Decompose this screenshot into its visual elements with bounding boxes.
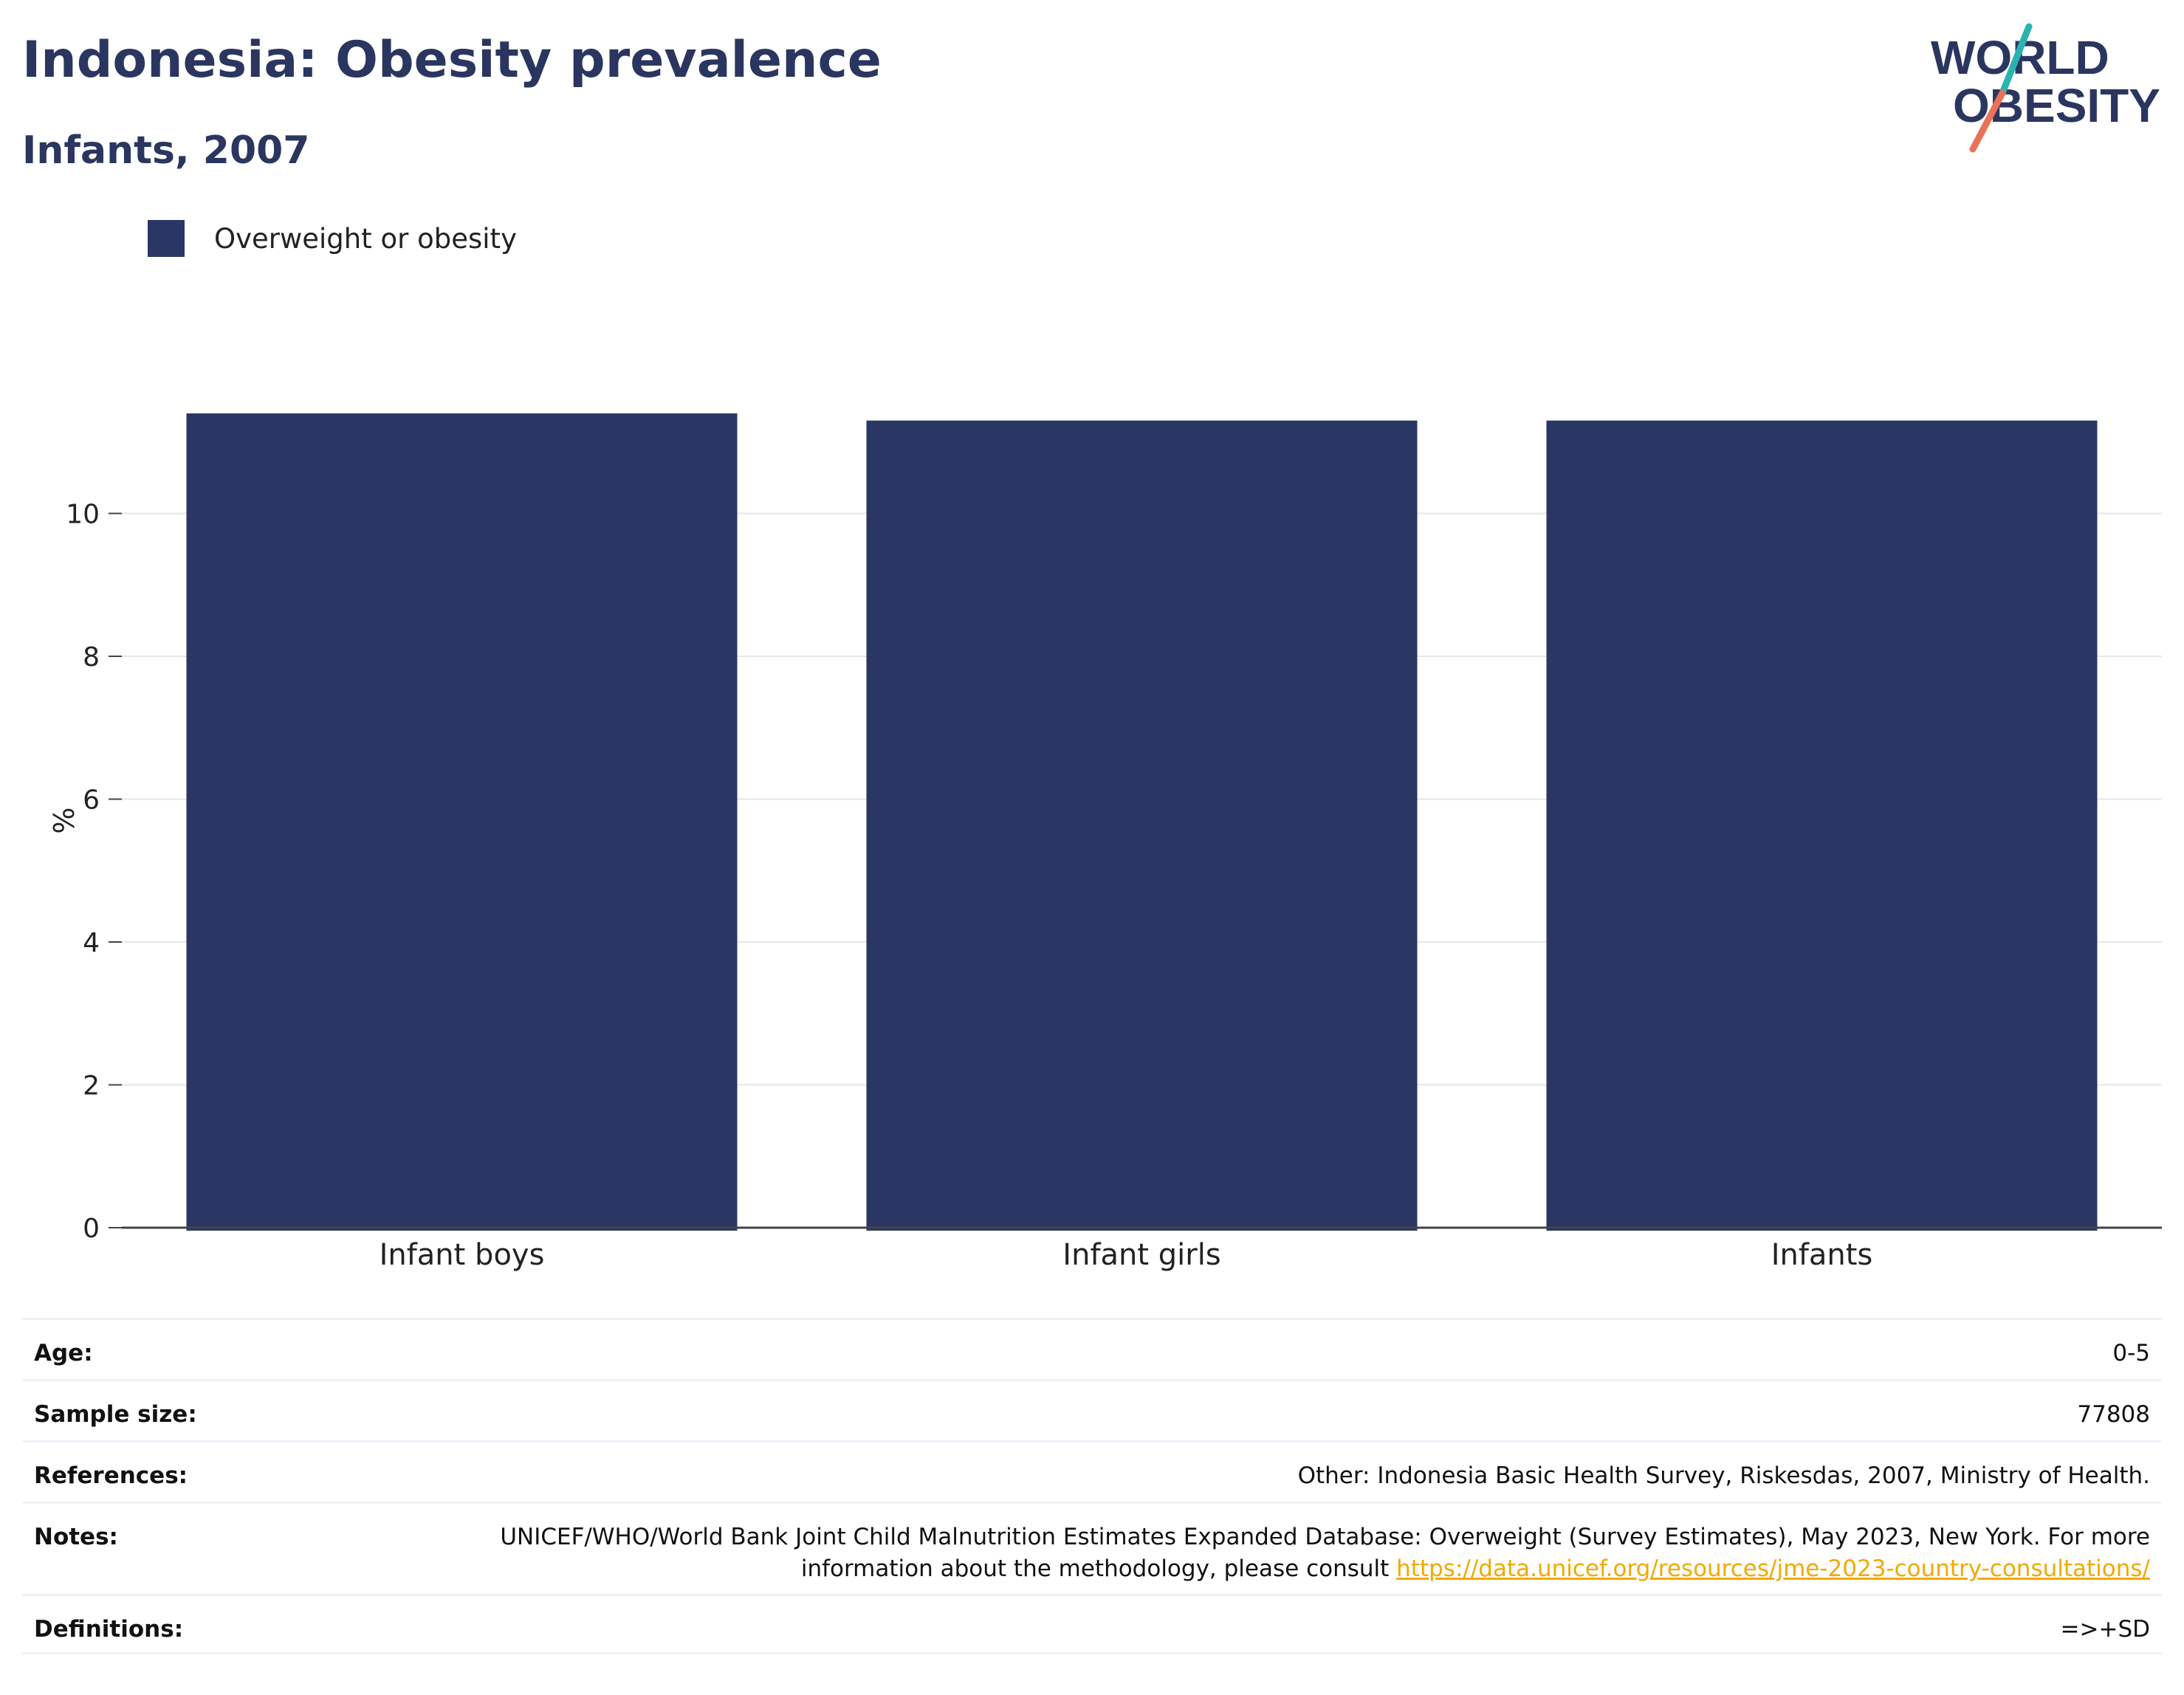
meta-row-notes: Notes: UNICEF/WHO/World Bank Joint Child… <box>22 1502 2162 1594</box>
references-label: References: <box>34 1462 188 1489</box>
y-tick-label: 8 <box>83 642 100 673</box>
references-value: Other: Indonesia Basic Health Survey, Ri… <box>1297 1462 2150 1489</box>
notes-label: Notes: <box>34 1524 118 1550</box>
sample-size-value: 77808 <box>2077 1401 2150 1428</box>
metadata-table: Age: 0-5 Sample size: 77808 References: … <box>22 1318 2162 1654</box>
y-tick-label: 2 <box>83 1070 100 1101</box>
notes-value: UNICEF/WHO/World Bank Joint Child Malnut… <box>489 1522 2150 1585</box>
y-axis-label: % <box>47 807 79 833</box>
logo-slash-teal <box>1999 23 2033 97</box>
x-tick-label: Infant boys <box>380 1238 545 1272</box>
bar-infant-boys <box>186 413 738 1231</box>
y-tick-label: 6 <box>83 785 100 815</box>
x-tick-label: Infants <box>1771 1238 1873 1272</box>
axes: 0 2 4 6 8 10 Infant boys Infant girls Infants <box>66 499 2162 1272</box>
meta-row-definitions: Definitions: =>+SD <box>22 1594 2162 1654</box>
definitions-label: Definitions: <box>34 1616 184 1643</box>
definitions-value: =>+SD <box>2060 1616 2150 1643</box>
age-value: 0-5 <box>2112 1340 2150 1366</box>
sample-size-label: Sample size: <box>34 1401 197 1428</box>
legend-swatch <box>148 220 185 257</box>
meta-row-age: Age: 0-5 <box>22 1318 2162 1379</box>
world-obesity-logo: WORLD OBESITY <box>1931 23 2160 153</box>
logo-slash-coral <box>1969 89 2006 153</box>
x-tick-label: Infant girls <box>1062 1238 1220 1272</box>
bar-chart: 0 2 4 6 8 10 Infant boys Infant girls Infants % <box>47 413 2162 1272</box>
y-tick-label: 0 <box>83 1214 100 1244</box>
meta-row-sample-size: Sample size: 77808 <box>22 1379 2162 1440</box>
legend-label: Overweight or obesity <box>214 222 517 255</box>
meta-row-references: References: Other: Indonesia Basic Healt… <box>22 1440 2162 1502</box>
chart-legend: Overweight or obesity <box>148 220 517 257</box>
notes-link[interactable]: https://data.unicef.org/resources/jme-20… <box>1396 1555 2150 1582</box>
page-subtitle: Infants, 2007 <box>22 128 310 173</box>
page-title: Indonesia: Obesity prevalence <box>22 31 882 89</box>
bar-infants <box>1546 420 2098 1231</box>
age-label: Age: <box>34 1340 93 1366</box>
y-tick-label: 10 <box>66 499 100 529</box>
bars <box>186 413 2098 1231</box>
bar-infant-girls <box>866 420 1418 1231</box>
notes-text: UNICEF/WHO/World Bank Joint Child Malnut… <box>500 1524 2150 1582</box>
y-tick-label: 4 <box>83 928 100 958</box>
